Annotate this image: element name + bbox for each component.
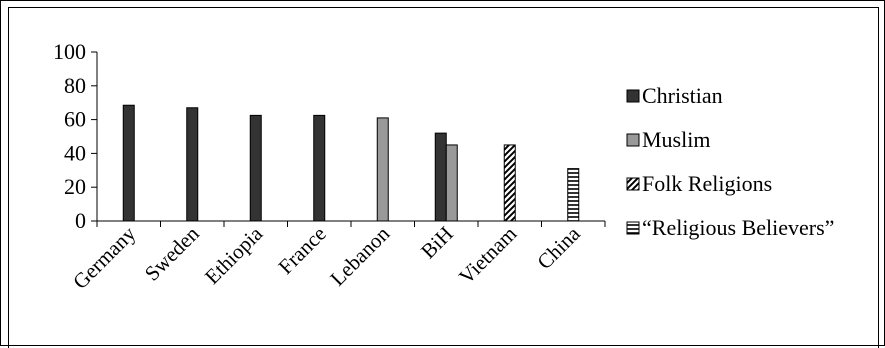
legend: Christian Muslim Folk Religions “Religious … xyxy=(626,83,834,240)
legend-swatch xyxy=(626,221,640,235)
bar-bih-1 xyxy=(445,144,458,222)
y-tick-label: 100 xyxy=(53,39,86,64)
bar-ethiopia-0 xyxy=(249,114,262,222)
legend-swatch xyxy=(626,177,640,191)
category-label: BiH xyxy=(416,222,458,264)
bars xyxy=(122,104,580,222)
legend-label: Christian xyxy=(642,83,723,108)
category-label: France xyxy=(273,222,330,279)
y-tick-label: 20 xyxy=(64,174,86,199)
y-tick-label: 80 xyxy=(64,73,86,98)
bar-china-3 xyxy=(567,168,580,222)
legend-label: Folk Religions xyxy=(642,171,772,196)
axes: 0 20 40 60 80 100 xyxy=(53,39,606,233)
category-label: Sweden xyxy=(140,221,204,285)
y-tick-label: 60 xyxy=(64,107,86,132)
bar-france-0 xyxy=(313,114,326,222)
bar-lebanon-1 xyxy=(376,117,389,222)
legend-label: Muslim xyxy=(642,127,710,152)
legend-swatch xyxy=(626,133,640,147)
bar-vietnam-2 xyxy=(503,144,516,222)
category-label: Vietnam xyxy=(454,222,521,289)
category-label: Ethiopia xyxy=(200,221,268,289)
y-tick-label: 40 xyxy=(64,140,86,165)
bar-germany-0 xyxy=(122,104,135,222)
legend-swatch xyxy=(626,89,640,103)
bar-sweden-0 xyxy=(186,107,199,222)
legend-label: “Religious Believers” xyxy=(642,215,834,240)
bar-bih-0 xyxy=(434,132,447,222)
chart-area-border xyxy=(8,7,879,348)
y-tick-label: 0 xyxy=(75,208,86,233)
category-label: Lebanon xyxy=(325,221,394,290)
category-label: China xyxy=(532,221,585,274)
